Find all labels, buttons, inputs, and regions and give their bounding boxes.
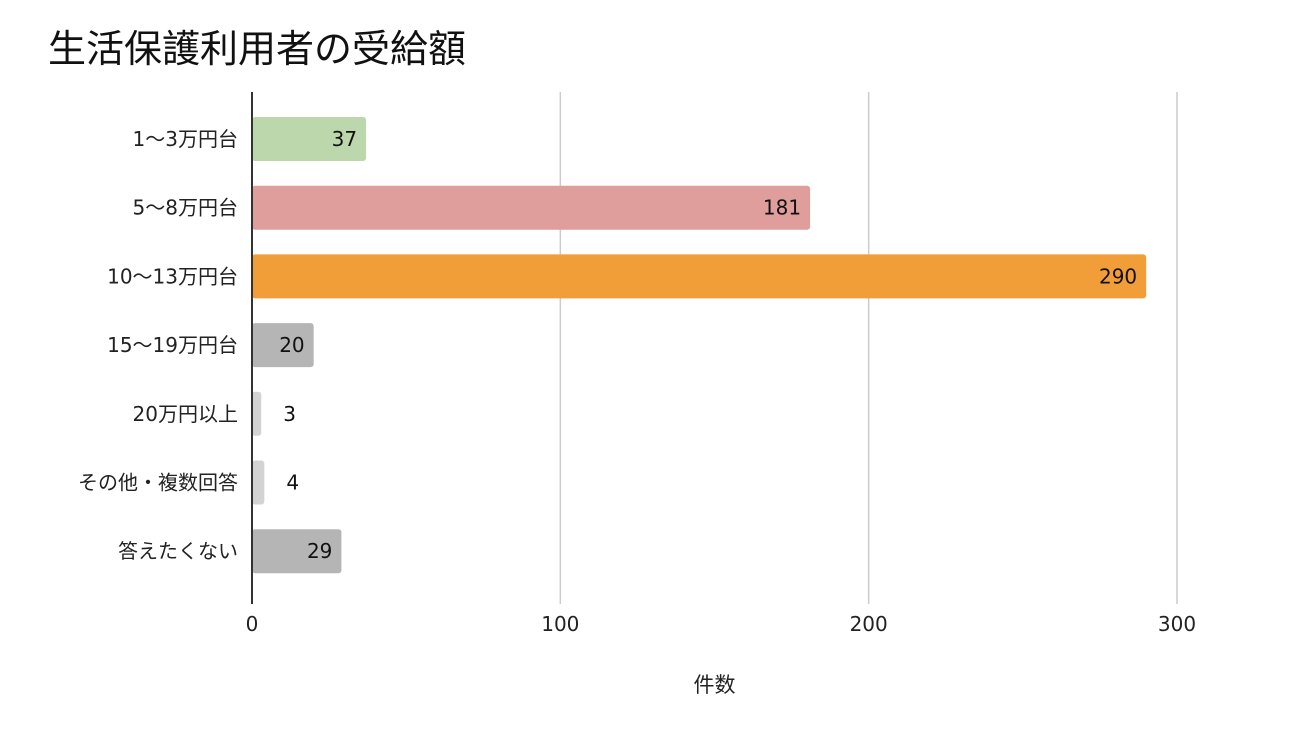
x-axis-title: 件数 [694,673,736,697]
x-tick-labels: 0 100 200 300 [246,612,1196,636]
category-label: 15〜19万円台 [107,333,238,357]
bar-data-label: 290 [1099,264,1137,288]
bar [252,529,342,574]
bar [252,185,811,230]
bar [252,460,265,505]
category-label: 5〜8万円台 [133,196,238,220]
x-tick-label: 200 [850,612,888,636]
bar-data-label: 37 [332,127,357,151]
category-label: 20万円以上 [133,402,238,426]
bars: 37 181 290 20 3 4 29 [252,117,1147,574]
x-tick-label: 100 [541,612,579,636]
x-tick-label: 0 [246,612,259,636]
bar-data-label: 20 [279,333,304,357]
bar [252,254,1147,299]
bar-data-label: 4 [286,471,299,495]
x-tick-label: 300 [1158,612,1196,636]
category-label: その他・複数回答 [78,471,238,495]
bar-data-label: 181 [763,196,801,220]
bar [252,391,262,436]
bar [252,117,367,161]
bar-data-label: 3 [283,402,296,426]
category-label: 1〜3万円台 [133,127,238,151]
category-labels: 1〜3万円台 5〜8万円台 10〜13万円台 15〜19万円台 20万円以上その他・複数… [78,127,238,563]
bar [252,323,314,368]
chart-title: 生活保護利用者の受給額 [48,27,467,71]
category-label: 答えたくない [118,539,238,563]
category-label: 10〜13万円台 [107,264,238,288]
gridlines [559,92,1178,604]
bar-data-label: 29 [307,539,332,563]
